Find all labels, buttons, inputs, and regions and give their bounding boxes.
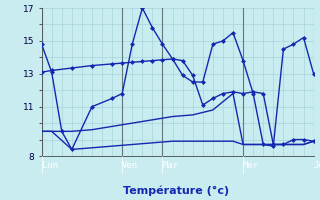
Text: Mar: Mar <box>163 160 179 170</box>
Text: Température (°c): Température (°c) <box>123 186 229 196</box>
Text: Lun: Lun <box>42 160 58 170</box>
Text: Ven: Ven <box>122 160 138 170</box>
Text: Mer: Mer <box>243 160 259 170</box>
Text: Jeu: Jeu <box>314 160 320 170</box>
